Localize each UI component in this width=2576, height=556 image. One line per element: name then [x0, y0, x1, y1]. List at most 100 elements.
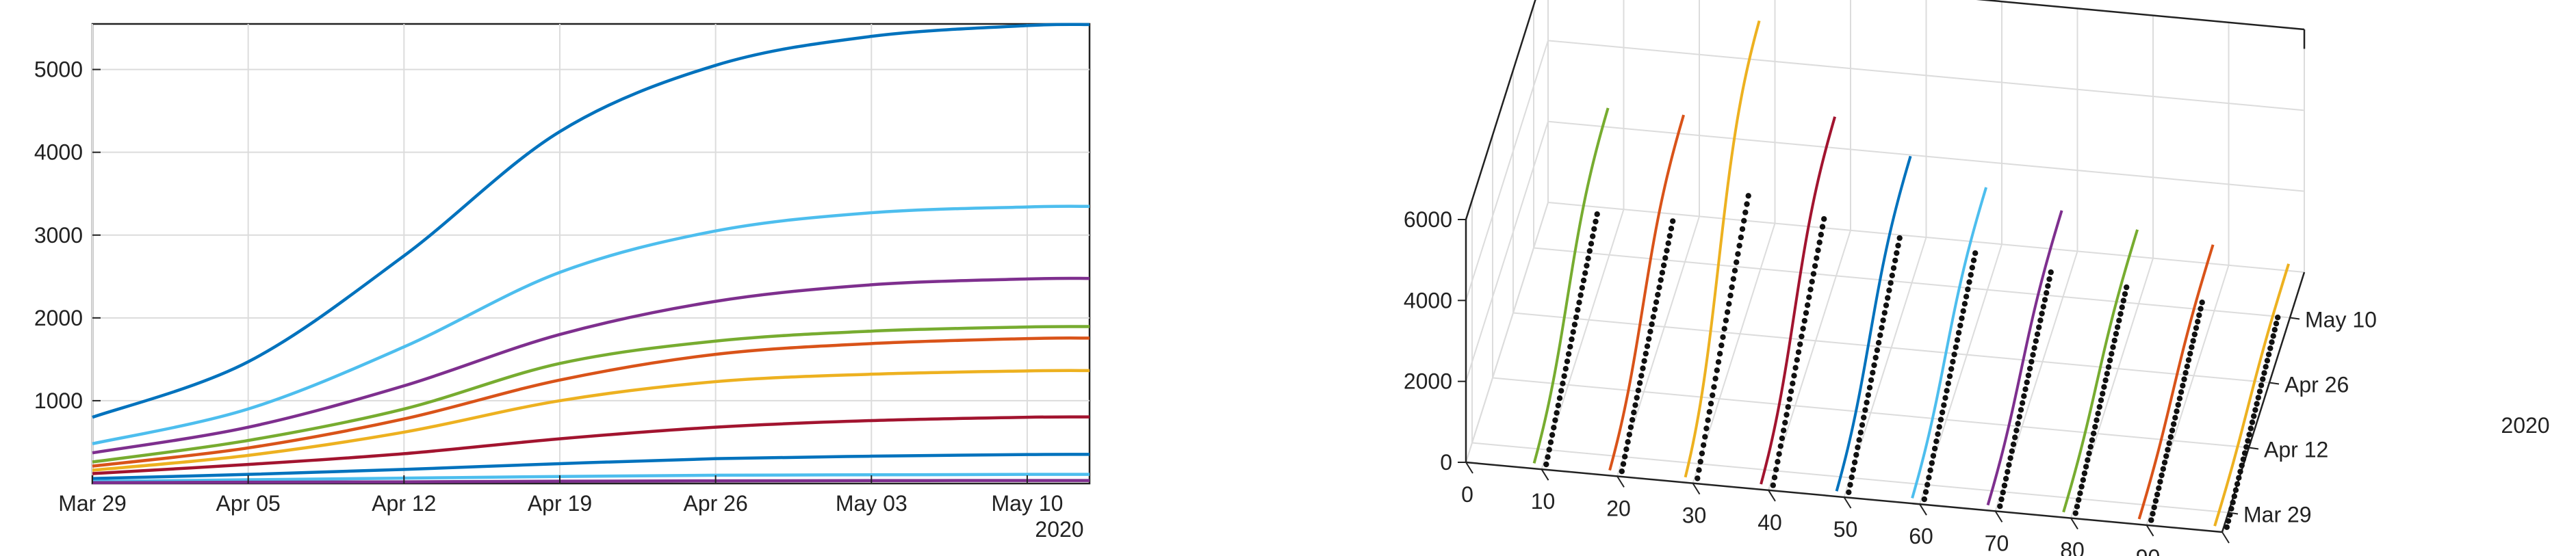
marker-point: [2124, 284, 2130, 291]
marker-point: [1569, 336, 1575, 343]
marker-point: [1670, 218, 1676, 224]
marker-point: [1946, 373, 1953, 380]
marker-point: [1770, 482, 1776, 488]
marker-point: [2006, 462, 2012, 468]
marker-point: [1697, 458, 1703, 465]
x-tick-mark-3d: [1843, 497, 1852, 509]
marker-point: [1868, 377, 1875, 383]
marker-point: [2046, 276, 2052, 282]
marker-point: [1632, 402, 1638, 408]
marker-point: [1929, 460, 1935, 466]
marker-point: [1801, 317, 1807, 324]
marker-point: [2002, 475, 2009, 482]
marker-point: [1885, 295, 1891, 301]
series-line-3d: [1835, 155, 1912, 492]
marker-point: [1861, 414, 1867, 421]
marker-point: [1551, 425, 1557, 431]
marker-point: [2157, 479, 2163, 485]
marker-point: [2089, 437, 2096, 443]
marker-point: [1623, 446, 1630, 453]
marker-point: [1718, 342, 1725, 349]
marker-point: [1965, 286, 1971, 293]
marker-point: [1783, 412, 1790, 418]
marker-point: [1879, 325, 1885, 331]
series-line-3d: [1760, 116, 1837, 485]
marker-point: [1710, 392, 1716, 399]
marker-point: [1580, 277, 1587, 284]
series-line: [92, 369, 1090, 472]
marker-point: [2000, 489, 2006, 496]
marker-point: [1790, 380, 1796, 386]
marker-point: [2086, 450, 2092, 457]
x-tick-label-3d: 30: [1682, 503, 1707, 528]
marker-point: [1653, 299, 1660, 305]
marker-point: [1874, 347, 1881, 354]
marker-point: [1734, 259, 1740, 265]
marker-point: [1881, 310, 1888, 316]
marker-point: [2264, 358, 2271, 364]
marker-point: [2098, 397, 2104, 403]
marker-point: [2107, 357, 2113, 364]
marker-point: [1716, 351, 1723, 357]
marker-point: [2025, 372, 2032, 379]
x-tick-label-3d: 100: [2205, 552, 2241, 556]
z-tick-label-3d: 4000: [1404, 288, 1452, 313]
marker-point: [1547, 439, 1554, 445]
marker-point: [2077, 490, 2083, 497]
marker-point: [1948, 366, 1955, 372]
marker-point: [1927, 467, 1933, 473]
marker-point: [2252, 407, 2258, 413]
marker-point: [1662, 255, 1669, 261]
marker-point: [2172, 414, 2178, 421]
marker-point: [2184, 363, 2190, 369]
marker-point: [1889, 272, 1895, 278]
marker-point: [1853, 451, 1859, 458]
marker-point: [2265, 352, 2272, 358]
axis-edge-3d: [2221, 272, 2306, 533]
x-axis-year-label: 2020: [1035, 517, 1083, 542]
x-tick-mark-3d: [1465, 462, 1473, 474]
marker-point: [1570, 329, 1576, 335]
marker-point: [1554, 410, 1560, 416]
marker-point: [1806, 294, 1812, 300]
marker-point: [2090, 430, 2097, 436]
marker-point: [1636, 380, 1643, 386]
marker-point: [2236, 475, 2242, 481]
marker-point: [1791, 373, 1797, 379]
marker-point: [1555, 402, 1561, 409]
grid-line-3d: [1533, 247, 2291, 319]
marker-point: [1646, 336, 1652, 342]
marker-point: [1850, 466, 1857, 473]
marker-point: [1930, 453, 1937, 459]
marker-point: [1585, 255, 1591, 261]
marker-point: [1955, 330, 1962, 336]
marker-point: [2022, 386, 2028, 393]
marker-point: [2176, 395, 2183, 401]
marker-point: [1998, 496, 2005, 503]
marker-point: [2232, 487, 2239, 493]
z-tick-label-3d: 2000: [1404, 369, 1452, 394]
marker-point: [2247, 425, 2254, 432]
marker-point: [1723, 317, 1729, 323]
grid-line-3d: [1547, 120, 2305, 192]
marker-point: [1650, 314, 1656, 320]
marker-point: [1744, 201, 1750, 207]
marker-point: [1821, 216, 1827, 222]
x-tick-mark-3d: [1541, 468, 1549, 481]
marker-point: [2048, 269, 2054, 276]
marker-point: [2081, 470, 2088, 477]
marker-point: [1815, 247, 1821, 254]
marker-point: [1556, 395, 1563, 401]
marker-point: [1635, 387, 1642, 394]
marker-point: [1649, 321, 1655, 328]
marker-point: [1703, 425, 1710, 432]
x-tick-label-3d: 40: [1757, 510, 1782, 535]
y-tick-label: 1000: [34, 388, 83, 413]
marker-point: [2122, 291, 2128, 297]
marker-point: [1584, 263, 1590, 269]
marker-point: [1855, 445, 1861, 451]
marker-point: [1849, 474, 1855, 481]
marker-point: [1877, 332, 1883, 339]
marker-point: [1954, 337, 1961, 343]
marker-point: [2034, 331, 2041, 337]
